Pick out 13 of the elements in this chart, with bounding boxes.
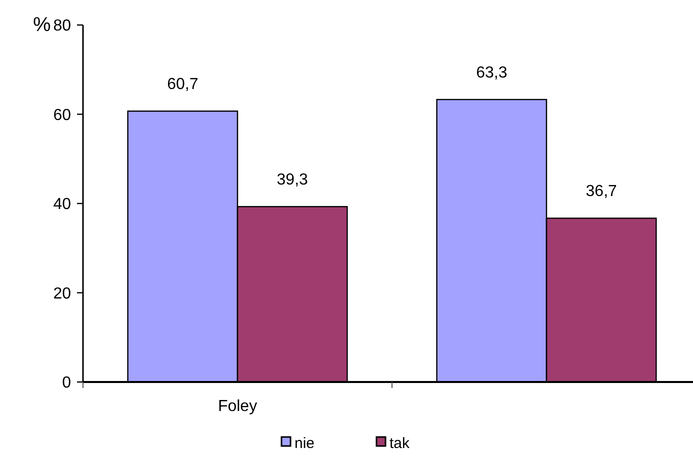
y-tick-label: 40 (53, 196, 72, 214)
y-tick-label: 0 (62, 374, 72, 392)
y-tick-label: 60 (53, 106, 72, 124)
x-tick-label: Foley (218, 398, 258, 415)
data-label: 39,3 (276, 172, 308, 189)
data-label: 63,3 (476, 64, 508, 82)
data-label: 36,7 (586, 183, 618, 200)
y-tick-label: 20 (53, 285, 72, 302)
legend-label: nie (294, 435, 315, 452)
y-tick-label: 80 (53, 18, 72, 35)
y-axis-title: % (33, 14, 51, 36)
data-label: 60,7 (167, 76, 198, 94)
legend-label: tak (390, 435, 410, 452)
